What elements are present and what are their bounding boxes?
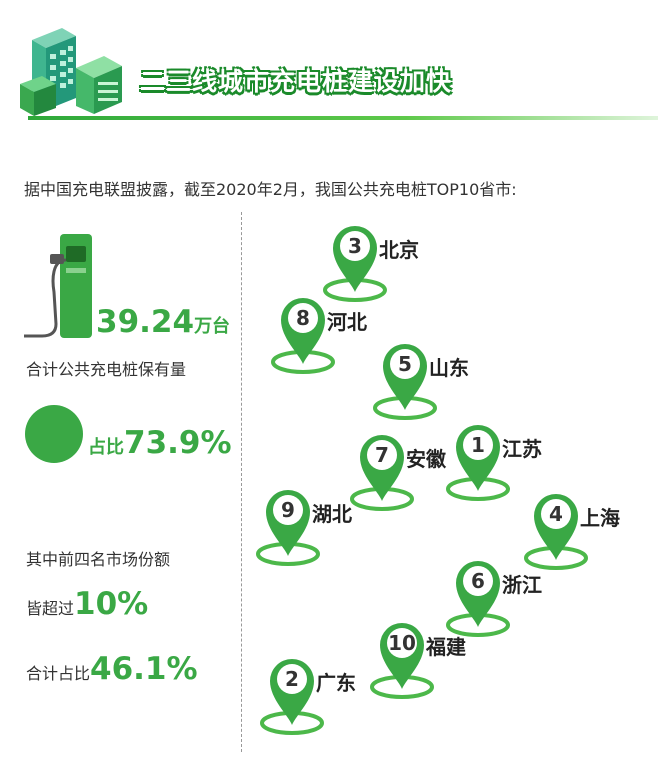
total-label: 合计公共充电桩保有量	[26, 360, 187, 379]
top4-total-prefix: 合计占比	[26, 664, 91, 683]
city-rank: 10	[388, 631, 416, 655]
total-value: 39.24	[96, 304, 195, 340]
location-pin-icon: 3	[323, 226, 387, 302]
total-unit: 万台	[194, 316, 231, 337]
location-pin-icon: 9	[256, 490, 320, 566]
city-name: 浙江	[502, 573, 542, 597]
charging-station-icon	[24, 234, 92, 338]
city-pin: 8	[269, 294, 337, 376]
city-rank: 9	[281, 498, 295, 522]
top4-threshold: 皆超过10%	[26, 586, 148, 622]
city-pin: 3	[321, 222, 389, 304]
top4-threshold-prefix: 皆超过	[26, 599, 75, 618]
buildings-icon	[20, 28, 122, 116]
city-rank: 7	[375, 443, 389, 467]
city-name: 广东	[316, 671, 356, 695]
city-name: 河北	[327, 310, 367, 334]
city-rank: 4	[549, 502, 563, 526]
location-pin-icon: 5	[373, 344, 437, 420]
city-rank: 1	[471, 433, 485, 457]
top4-threshold-value: 10%	[74, 586, 149, 622]
share-dot	[25, 405, 83, 463]
city-pin: 5	[371, 340, 439, 422]
total-chargers: 39.24万台	[96, 304, 230, 340]
top4-total: 合计占比46.1%	[26, 651, 198, 687]
city-pin: 1	[444, 421, 512, 503]
city-pin: 6	[444, 557, 512, 639]
share-prefix: 占比	[88, 437, 124, 458]
location-pin-icon: 10	[370, 623, 434, 699]
location-pin-icon: 6	[446, 561, 510, 637]
city-pin: 7	[348, 431, 416, 513]
column-divider	[241, 212, 242, 752]
intro-text: 据中国充电联盟披露，截至2020年2月，我国公共充电桩TOP10省市:	[24, 180, 517, 199]
city-name: 北京	[379, 238, 419, 262]
location-pin-icon: 4	[524, 494, 588, 570]
location-pin-icon: 7	[350, 435, 414, 511]
title-underline	[28, 116, 658, 120]
city-name: 福建	[426, 635, 466, 659]
location-pin-icon: 1	[446, 425, 510, 501]
location-pin-icon: 8	[271, 298, 335, 374]
share: 占比73.9%	[88, 425, 232, 461]
city-rank: 5	[398, 352, 412, 376]
city-name: 上海	[580, 506, 620, 530]
city-rank: 3	[348, 234, 362, 258]
page-title: 二三线城市充电桩建设加快	[140, 67, 453, 96]
share-value: 73.9%	[124, 425, 232, 461]
city-name: 安徽	[406, 447, 446, 471]
city-rank: 6	[471, 569, 485, 593]
location-pin-icon: 2	[260, 659, 324, 735]
city-name: 江苏	[502, 437, 542, 461]
top4-total-value: 46.1%	[90, 651, 198, 687]
city-pin: 10	[368, 619, 436, 701]
city-pin: 2	[258, 655, 326, 737]
city-pin: 9	[254, 486, 322, 568]
city-rank: 8	[296, 306, 310, 330]
city-pin: 4	[522, 490, 590, 572]
top4-label: 其中前四名市场份额	[26, 550, 171, 569]
city-name: 湖北	[312, 502, 352, 526]
city-rank: 2	[285, 667, 299, 691]
city-name: 山东	[429, 356, 469, 380]
